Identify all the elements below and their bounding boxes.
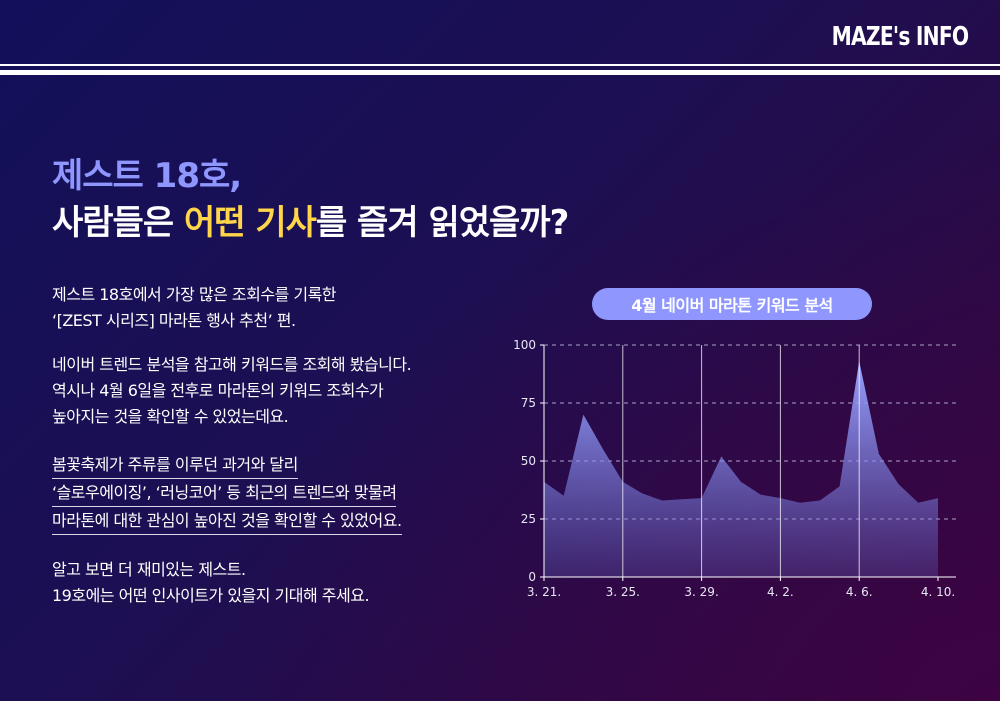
paragraph-line: 제스트 18호에서 가장 많은 조회수를 기록한 [52,285,337,304]
area-chart: 0 25 50 75 100 3. 21. 3. 25. 3. 29. 4. 2. 4. 6. 4.… [513,338,956,599]
paragraph-trend: 네이버 트렌드 분석을 참고해 키워드를 조회해 봤습니다. 역시나 4월 6일… [52,352,492,430]
paragraph-underlined: 봄꽃축제가 주류를 이루던 과거와 달리 ‘슬로우에이징’, ‘러닝코어’ 등 … [52,452,492,536]
x-tick-label: 4. 2. [767,585,794,599]
paragraph-line: 네이버 트렌드 분석을 참고해 키워드를 조회해 봤습니다. [52,355,412,374]
header-divider-thick [0,70,1000,75]
title-line-2-end: 를 즐겨 읽었을까? [315,203,569,243]
paragraph-intro: 제스트 18호에서 가장 많은 조회수를 기록한 ‘[ZEST 시리즈] 마라톤… [52,282,492,334]
series-area [544,361,938,577]
y-tick-label: 0 [528,570,536,584]
title-line-2: 사람들은 어떤 기사를 즐겨 읽었을까? [52,195,569,244]
x-tick-label: 4. 6. [846,585,873,599]
paragraph-line: 알고 보면 더 재미있는 제스트. [52,560,246,579]
y-tick-label: 50 [521,454,536,468]
paragraph-line: 높아지는 것을 확인할 수 있었는데요. [52,407,289,426]
x-tick-label: 3. 25. [606,585,640,599]
paragraph-line: 역시나 4월 6일을 전후로 마라톤의 키워드 조회수가 [52,381,384,400]
chart-title-badge: 4월 네이버 마라톤 키워드 분석 [592,288,872,320]
y-tick-label: 100 [513,338,536,352]
title-line-1: 제스트 18호, [52,156,242,196]
title-highlight: 어떤 기사 [183,203,317,243]
x-tick-label: 4. 10. [921,585,955,599]
x-tick-label: 3. 21. [527,585,561,599]
paragraph-line: 19호에는 어떤 인사이트가 있을지 기대해 주세요. [52,586,370,605]
x-tick-label: 3. 29. [684,585,718,599]
header-divider-thin [0,64,1000,66]
underlined-line: ‘슬로우에이징’, ‘러닝코어’ 등 최근의 트렌드와 맞물려 [52,480,397,507]
underlined-line: 봄꽃축제가 주류를 이루던 과거와 달리 [52,452,298,479]
underlined-line: 마라톤에 대한 관심이 높아진 것을 확인할 수 있었어요. [52,508,402,535]
brand-logo: MAZE's INFO [831,22,969,52]
title-line-2-start: 사람들은 [52,203,184,243]
paragraph-outro: 알고 보면 더 재미있는 제스트. 19호에는 어떤 인사이트가 있을지 기대해… [52,557,492,609]
y-tick-label: 75 [521,396,536,410]
paragraph-line: ‘[ZEST 시리즈] 마라톤 행사 추천’ 편. [52,311,296,330]
y-tick-label: 25 [521,512,536,526]
